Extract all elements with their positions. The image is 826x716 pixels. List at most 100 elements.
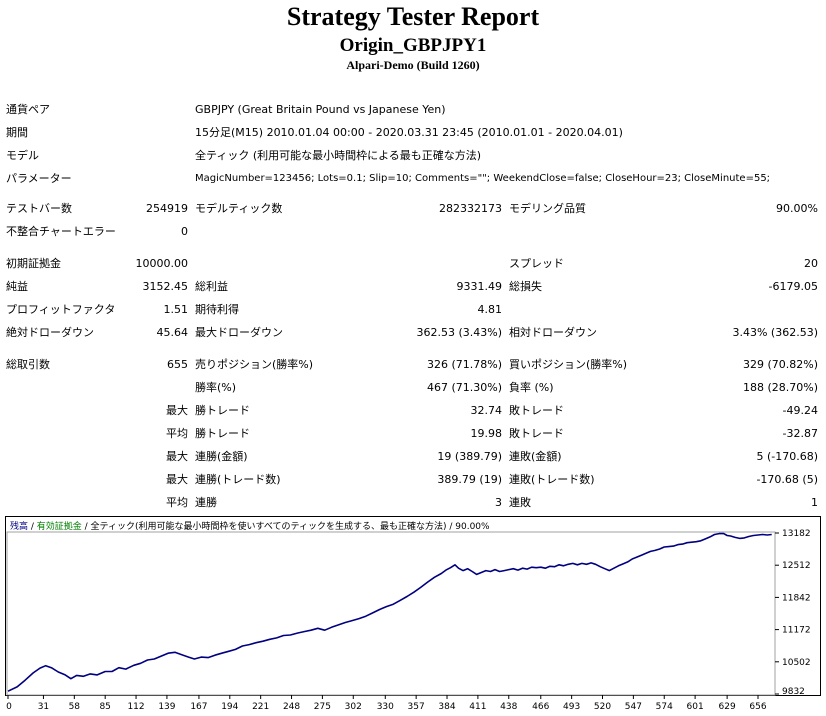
loss-rate-value: 188 (28.70%)	[742, 381, 818, 394]
ticks-value: 282332173	[439, 202, 502, 215]
short-positions-label: 売りポジション(勝率%)	[195, 358, 314, 371]
win-rate-value: 467 (71.30%)	[426, 381, 502, 394]
period-label: 期間	[6, 126, 28, 139]
server-build: Alpari-Demo (Build 1260)	[346, 58, 480, 72]
average-consecutive-losses-value: 1	[811, 496, 818, 509]
max-consecutive-losses-label: 連敗(金額)	[509, 450, 562, 463]
ticks-label: モデルティック数	[195, 202, 283, 215]
x-tick-label: 629	[719, 702, 736, 712]
expected-payoff-label: 期待利得	[195, 303, 239, 316]
relative-drawdown-label: 相対ドローダウン	[509, 326, 597, 339]
relative-drawdown-value: 3.43% (362.53)	[732, 326, 818, 339]
average-profit-value: 19.98	[470, 427, 503, 440]
x-tick-label: 493	[563, 702, 580, 712]
spread-label: スプレッド	[509, 257, 564, 270]
largest-loss-value: -49.24	[782, 404, 818, 417]
largest-loss-label: 敗トレード	[509, 404, 564, 417]
total-trades-label: 総取引数	[6, 358, 50, 371]
x-tick-label: 221	[252, 702, 269, 712]
max-consecutive-wins-value: 19 (389.79)	[437, 450, 502, 463]
average-profit-label: 勝トレード	[195, 427, 250, 440]
balance-chart: 13182 12512 11842 11172 10502 9832 0 31 58 85 112…	[5, 516, 821, 712]
x-tick-label: 58	[69, 702, 81, 712]
x-tick-label: 248	[283, 702, 300, 712]
expert-name: Origin_GBPJPY1	[339, 35, 487, 56]
maximal-drawdown-value: 362.53 (3.43%)	[416, 326, 502, 339]
x-tick-label: 601	[687, 702, 704, 712]
y-tick-label: 13182	[782, 529, 811, 539]
x-tick-label: 574	[656, 702, 673, 712]
x-tick-label: 547	[625, 702, 642, 712]
max-consecutive-profit-label: 連勝(トレード数)	[195, 473, 281, 486]
balance-line	[7, 532, 772, 692]
spread-value: 20	[804, 257, 818, 270]
chart-plot-area	[6, 531, 776, 696]
max-consecutive-profit-value: 389.79 (19)	[437, 473, 502, 486]
max-consecutive-loss-label: 連敗(トレード数)	[509, 473, 595, 486]
legend-separator: /	[28, 522, 37, 532]
y-tick-label: 11172	[782, 626, 811, 636]
legend-equity: 有効証拠金	[36, 522, 82, 532]
gross-loss-value: -6179.05	[768, 280, 818, 293]
y-tick-label: 11842	[782, 593, 811, 603]
max-consecutive-losses-value: 5 (-170.68)	[756, 450, 818, 463]
average-consecutive-row-label: 平均	[166, 496, 188, 509]
x-tick-label: 466	[532, 702, 549, 712]
profit-factor-label: プロフィットファクタ	[6, 303, 116, 316]
x-tick-label: 302	[345, 702, 362, 712]
errors-value: 0	[181, 225, 188, 238]
gross-loss-label: 総損失	[509, 280, 542, 293]
x-tick-label: 411	[469, 702, 486, 712]
y-tick-label: 9832	[782, 687, 805, 697]
y-tick-label: 10502	[782, 658, 811, 668]
model-label: モデル	[6, 149, 39, 162]
largest-row-label: 最大	[166, 404, 188, 417]
max-consecutive-count-row-label: 最大	[166, 473, 188, 486]
x-tick-label: 656	[749, 702, 766, 712]
expected-payoff-value: 4.81	[477, 303, 503, 316]
max-consecutive-row-label: 最大	[166, 450, 188, 463]
x-tick-label: 384	[438, 702, 455, 712]
x-tick-label: 85	[99, 702, 110, 712]
win-rate-label: 勝率(%)	[195, 381, 237, 394]
total-trades-value: 655	[167, 358, 188, 371]
x-tick-label: 31	[38, 702, 49, 712]
x-tick-label: 194	[221, 702, 238, 712]
maximal-drawdown-label: 最大ドローダウン	[195, 326, 283, 339]
x-tick-label: 275	[314, 702, 331, 712]
bars-label: テストバー数	[6, 202, 72, 215]
params-label: パラメーター	[6, 172, 72, 185]
model-value: 全ティック (利用可能な最小時間枠による最も正確な方法)	[195, 149, 482, 162]
short-positions-value: 326 (71.78%)	[426, 358, 502, 371]
long-positions-label: 買いポジション(勝率%)	[509, 358, 628, 371]
gross-profit-value: 9331.49	[456, 280, 503, 293]
absolute-drawdown-value: 45.64	[156, 326, 189, 339]
legend-balance: 残高	[10, 522, 29, 532]
x-tick-label: 139	[158, 702, 175, 712]
y-tick-label: 12512	[782, 561, 811, 571]
symbol-value: GBPJPY (Great Britain Pound vs Japanese …	[195, 103, 446, 116]
loss-rate-label: 負率 (%)	[509, 381, 554, 394]
period-value: 15分足(M15) 2010.01.04 00:00 - 2020.03.31 …	[195, 126, 623, 139]
params-value: MagicNumber=123456; Lots=0.1; Slip=10; C…	[195, 173, 771, 184]
quality-label: モデリング品質	[509, 202, 586, 215]
x-tick-label: 520	[594, 702, 611, 712]
largest-profit-label: 勝トレード	[195, 404, 250, 417]
average-loss-label: 敗トレード	[509, 427, 564, 440]
absolute-drawdown-label: 絶対ドローダウン	[6, 326, 94, 339]
net-profit-value: 3152.45	[142, 280, 189, 293]
balance-chart-svg: 13182 12512 11842 11172 10502 9832 0 31 58 85 112…	[5, 516, 821, 712]
average-row-label: 平均	[166, 427, 188, 440]
errors-label: 不整合チャートエラー	[6, 225, 116, 238]
x-tick-label: 330	[377, 702, 394, 712]
chart-legend: 残高 / 有効証拠金 / 全ティック(利用可能な最小時間枠を使いすべてのティック…	[10, 519, 490, 532]
average-consecutive-wins-label: 連勝	[195, 496, 217, 509]
deposit-value: 10000.00	[135, 257, 189, 270]
net-profit-label: 純益	[6, 280, 28, 293]
quality-value: 90.00%	[776, 202, 818, 215]
symbol-label: 通貨ペア	[6, 103, 50, 116]
max-consecutive-wins-label: 連勝(金額)	[195, 450, 248, 463]
max-consecutive-loss-value: -170.68 (5)	[756, 473, 818, 486]
average-loss-value: -32.87	[782, 427, 818, 440]
x-tick-label: 0	[6, 702, 12, 712]
